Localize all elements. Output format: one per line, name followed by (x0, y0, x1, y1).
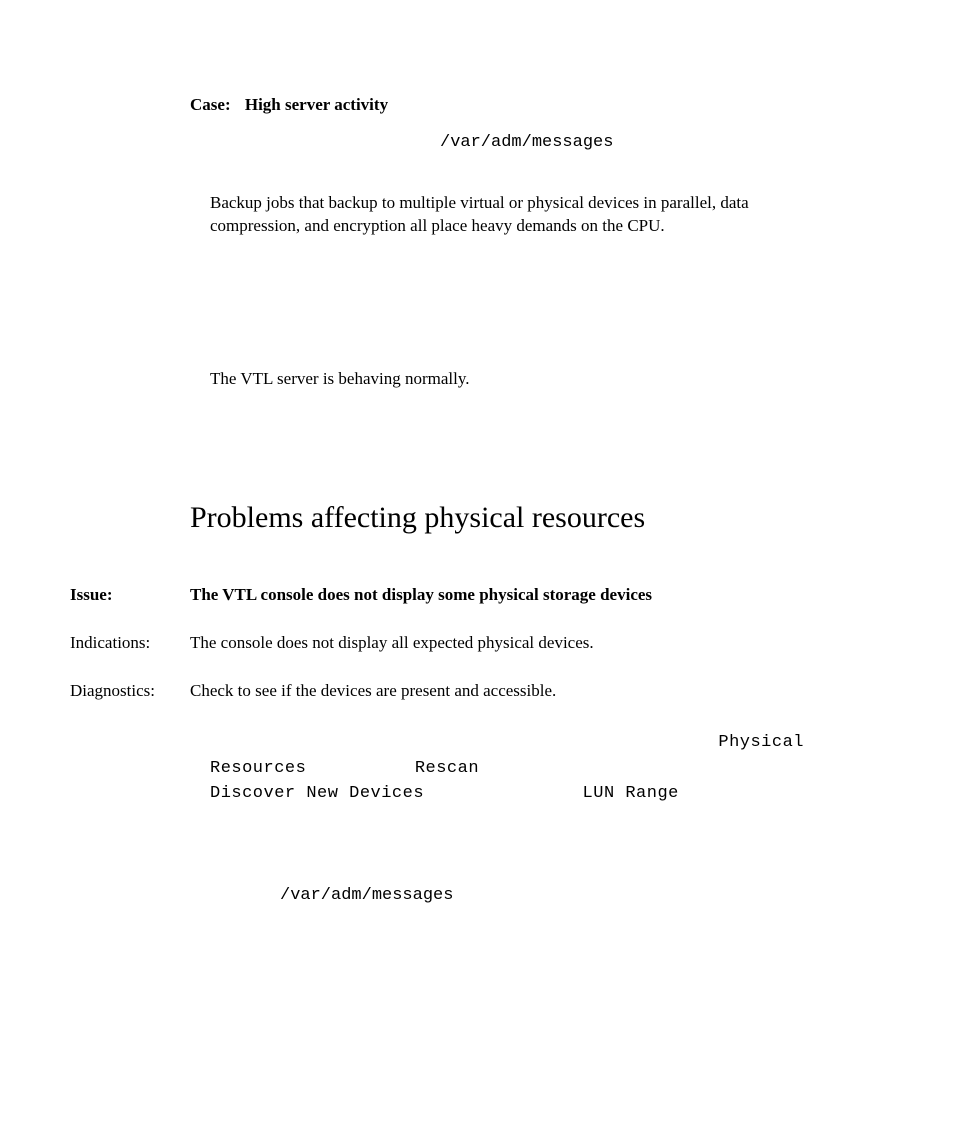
case-label: Case: (190, 95, 231, 114)
token-physical: Physical (718, 733, 804, 752)
token-discover: Discover New Devices (210, 784, 424, 803)
indications-text: The console does not display all expecte… (190, 633, 884, 653)
token-rescan: Rescan (415, 759, 479, 778)
token-lunrange: LUN Range (583, 784, 679, 803)
token-resources: Resources (210, 759, 306, 778)
diagnostic-tokens-block: Physical Resources Rescan Discover New D… (210, 729, 864, 806)
backup-paragraph: Backup jobs that backup to multiple virt… (210, 192, 824, 238)
document-page: Case: High server activity /var/adm/mess… (0, 0, 954, 1145)
indications-row: Indications: The console does not displa… (70, 633, 884, 653)
messages-path-1: /var/adm/messages (440, 133, 884, 152)
diagnostics-label: Diagnostics: (70, 681, 190, 701)
spacer (70, 238, 884, 368)
messages-path-2: /var/adm/messages (280, 886, 884, 905)
diagnostics-row: Diagnostics: Check to see if the devices… (70, 681, 884, 701)
case-row: Case: High server activity (190, 95, 884, 115)
vtl-paragraph: The VTL server is behaving normally. (210, 368, 824, 391)
case-title: High server activity (245, 95, 388, 114)
indications-label: Indications: (70, 633, 190, 653)
section-heading: Problems affecting physical resources (190, 501, 884, 535)
issue-row: Issue: The VTL console does not display … (70, 585, 884, 605)
spacer (70, 391, 884, 461)
issue-label: Issue: (70, 585, 190, 605)
issue-text: The VTL console does not display some ph… (190, 585, 884, 605)
diagnostics-text: Check to see if the devices are present … (190, 681, 884, 701)
